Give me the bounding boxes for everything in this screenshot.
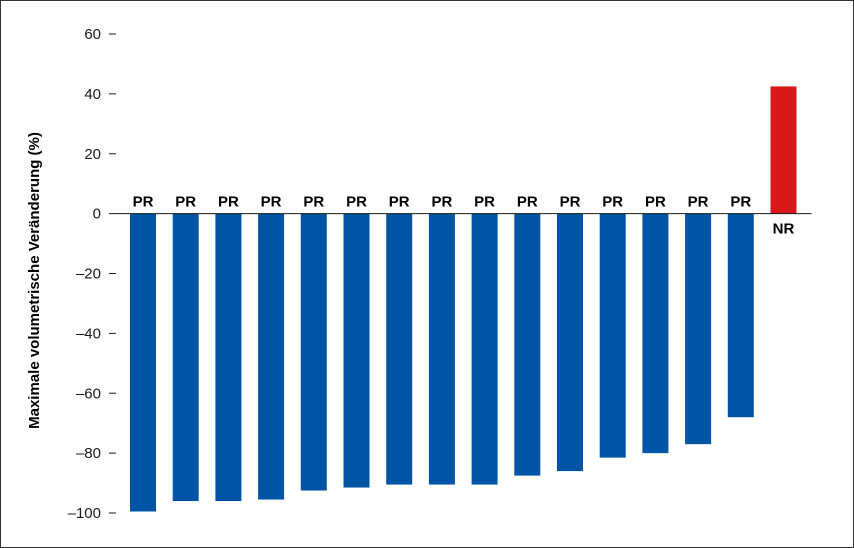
bar-label-pr: PR (688, 194, 709, 211)
y-axis-title: Maximale volumetrische Veränderung (%) (26, 132, 43, 429)
bar-pr (386, 213, 413, 485)
bars-group (130, 86, 797, 512)
bar-label-pr: PR (303, 194, 324, 211)
bar-pr (428, 213, 455, 485)
y-tick-label: 20 (84, 146, 101, 163)
bar-pr (343, 213, 370, 488)
bar-label-pr: PR (175, 194, 196, 211)
bar-label-pr: PR (517, 194, 538, 211)
bar-pr (215, 213, 242, 502)
bar-label-pr: PR (346, 194, 367, 211)
bar-label-nr: NR (773, 221, 795, 238)
bar-pr (300, 213, 327, 491)
bar-pr (557, 213, 583, 472)
y-tick-label: –80 (76, 445, 101, 462)
bar-pr (727, 213, 754, 418)
bar-pr (130, 213, 156, 512)
y-axis: 60 40 20 0 –20 –40 –60 –80 –100 (68, 26, 116, 522)
bar-pr (514, 213, 541, 476)
y-tick-label: –40 (76, 325, 101, 342)
bar-pr (471, 213, 498, 485)
y-tick-label: –100 (68, 505, 101, 522)
bar-label-pr: PR (602, 194, 623, 211)
y-tick-label: –20 (76, 266, 101, 283)
bar-pr (599, 213, 626, 458)
bar-label-pr: PR (645, 194, 666, 211)
y-tick-label: 60 (84, 26, 101, 43)
bar-nr (770, 86, 797, 214)
y-tick-label: 0 (93, 206, 101, 223)
y-tick-label: –60 (76, 385, 101, 402)
bar-label-pr: PR (474, 194, 495, 211)
bar-label-pr: PR (730, 194, 751, 211)
y-tick-label: 40 (84, 86, 101, 103)
bar-label-pr: PR (261, 194, 282, 211)
bar-label-pr: PR (133, 194, 154, 211)
bar-label-pr: PR (218, 194, 239, 211)
bar-label-pr: PR (560, 194, 581, 211)
bar-pr (258, 213, 285, 500)
bar-pr (642, 213, 669, 454)
bar-label-pr: PR (389, 194, 410, 211)
bar-labels-group: PR PR PR PR PR PR PR PR PR PR PR PR PR PR PR NR (133, 194, 795, 238)
bar-pr (172, 213, 199, 502)
bar-pr (685, 213, 712, 445)
bar-label-pr: PR (431, 194, 452, 211)
